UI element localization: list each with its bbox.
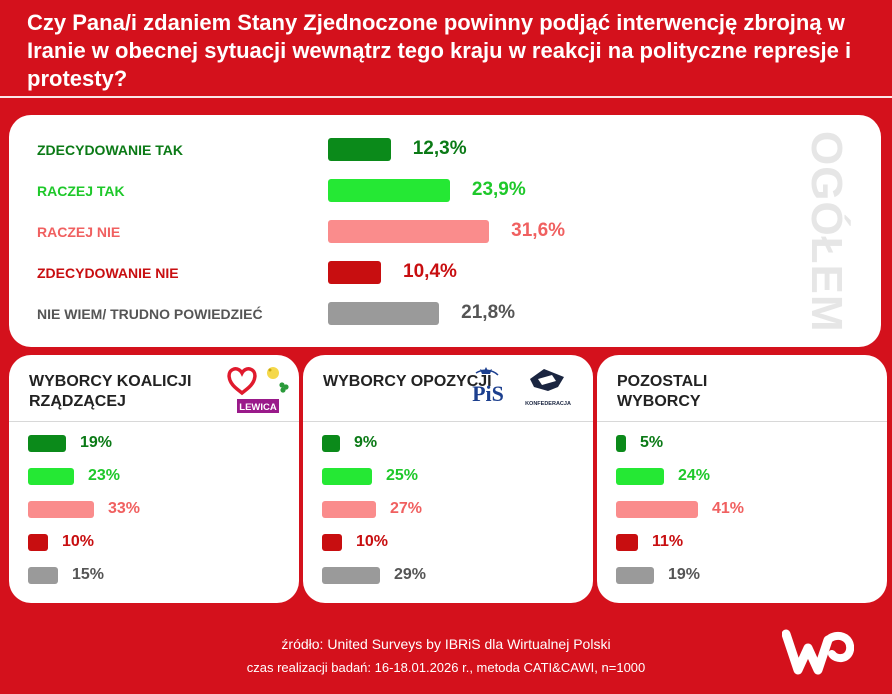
- bar: [322, 435, 340, 452]
- result-row-nie-wiem: NIE WIEM/ TRUDNO POWIEDZIEĆ 21,8%: [9, 302, 809, 326]
- value-label: 21,8%: [461, 302, 516, 323]
- svg-text:PiS: PiS: [472, 381, 504, 406]
- result-row-nie-wiem: 15%: [9, 566, 299, 587]
- value-label: 5%: [640, 434, 664, 451]
- result-row-zdecydowanie-tak: 9%: [303, 434, 593, 455]
- result-row-raczej-tak: 24%: [597, 467, 887, 488]
- bar: [322, 534, 342, 551]
- result-row-raczej-nie: 41%: [597, 500, 887, 521]
- other-voters-panel: POZOSTALI WYBORCY 5% 24% 41% 11% 19%: [597, 355, 887, 603]
- value-label: 15%: [72, 566, 105, 583]
- value-label: 27%: [390, 500, 423, 517]
- bar: [28, 534, 48, 551]
- bar: [322, 567, 380, 584]
- svg-text:LEWICA: LEWICA: [239, 402, 277, 413]
- bar: [328, 261, 382, 284]
- result-row-raczej-nie: 27%: [303, 500, 593, 521]
- title-divider: [0, 96, 892, 98]
- opposition-voters-panel: WYBORCY OPOZYCJI PiS KONFEDERACJA 9% 25% 2…: [303, 355, 593, 603]
- bar: [28, 567, 58, 584]
- category-label: ZDECYDOWANIE TAK: [37, 142, 183, 158]
- value-label: 25%: [386, 467, 419, 484]
- value-label: 11%: [652, 533, 684, 550]
- result-row-zdecydowanie-nie: ZDECYDOWANIE NIE 10,4%: [9, 261, 809, 285]
- svg-text:KONFEDERACJA: KONFEDERACJA: [525, 401, 571, 407]
- opposition-party-logos: PiS KONFEDERACJA: [472, 367, 571, 407]
- value-label: 19%: [80, 434, 113, 451]
- methodology-note: czas realizacji badań: 16-18.01.2026 r.,…: [246, 660, 646, 675]
- category-label: NIE WIEM/ TRUDNO POWIEDZIEĆ: [37, 306, 263, 322]
- result-row-zdecydowanie-nie: 10%: [9, 533, 299, 554]
- wp-logo: [782, 629, 854, 675]
- category-label: RACZEJ TAK: [37, 183, 125, 199]
- bar: [328, 138, 391, 161]
- bar: [28, 501, 94, 518]
- value-label: 10,4%: [403, 261, 457, 282]
- bar: [328, 179, 450, 202]
- value-label: 29%: [394, 566, 427, 583]
- bar: [616, 468, 664, 485]
- bar: [28, 468, 74, 485]
- result-row-raczej-nie: RACZEJ NIE 31,6%: [9, 220, 809, 244]
- value-label: 24%: [678, 467, 711, 484]
- value-label: 9%: [354, 434, 378, 451]
- value-label: 19%: [668, 566, 701, 583]
- result-row-nie-wiem: 19%: [597, 566, 887, 587]
- value-label: 12,3%: [412, 138, 467, 159]
- category-label: RACZEJ NIE: [37, 224, 121, 240]
- value-label: 10%: [62, 533, 95, 550]
- result-row-raczej-tak: 25%: [303, 467, 593, 488]
- bar: [616, 501, 698, 518]
- panel-title: POZOSTALI WYBORCY: [617, 373, 708, 410]
- value-label: 31,6%: [511, 220, 566, 241]
- result-row-nie-wiem: 29%: [303, 566, 593, 587]
- source-note: źródło: United Surveys by IBRiS dla Wirt…: [281, 636, 611, 652]
- bar: [322, 468, 372, 485]
- result-row-raczej-tak: 23%: [9, 467, 299, 488]
- bar: [616, 435, 626, 452]
- overall-label: OGÓŁEM: [802, 131, 851, 333]
- overall-results-panel: OGÓŁEM ZDECYDOWANIE TAK 12,3% RACZEJ TAK 23…: [9, 115, 881, 347]
- value-label: 10%: [356, 533, 389, 550]
- result-row-zdecydowanie-tak: 19%: [9, 434, 299, 455]
- value-label: 23%: [88, 467, 121, 484]
- panel-title: WYBORCY OPOZYCJI: [323, 373, 492, 390]
- coalition-party-logos: LEWICA: [227, 367, 289, 413]
- result-row-raczej-nie: 33%: [9, 500, 299, 521]
- survey-question-title: Czy Pana/i zdaniem Stany Zjednoczone pow…: [27, 10, 852, 91]
- result-row-zdecydowanie-tak: ZDECYDOWANIE TAK 12,3%: [9, 138, 809, 162]
- coalition-voters-panel: WYBORCY KOALICJI RZĄDZĄCEJ LEWICA 19% 23%…: [9, 355, 299, 603]
- panel-title: WYBORCY KOALICJI RZĄDZĄCEJ: [29, 373, 192, 410]
- value-label: 33%: [108, 500, 141, 517]
- bar: [616, 567, 654, 584]
- result-row-zdecydowanie-nie: 10%: [303, 533, 593, 554]
- result-row-zdecydowanie-nie: 11%: [597, 533, 887, 554]
- value-label: 23,9%: [471, 179, 526, 200]
- bar: [328, 220, 490, 243]
- bar: [28, 435, 66, 452]
- panel-divider: [597, 421, 887, 422]
- bar: [616, 534, 638, 551]
- result-row-raczej-tak: RACZEJ TAK 23,9%: [9, 179, 809, 203]
- bar: [328, 302, 440, 325]
- panel-divider: [9, 421, 299, 422]
- result-row-zdecydowanie-tak: 5%: [597, 434, 887, 455]
- bar: [322, 501, 376, 518]
- panel-divider: [303, 421, 593, 422]
- value-label: 41%: [712, 500, 745, 517]
- category-label: ZDECYDOWANIE NIE: [37, 265, 179, 281]
